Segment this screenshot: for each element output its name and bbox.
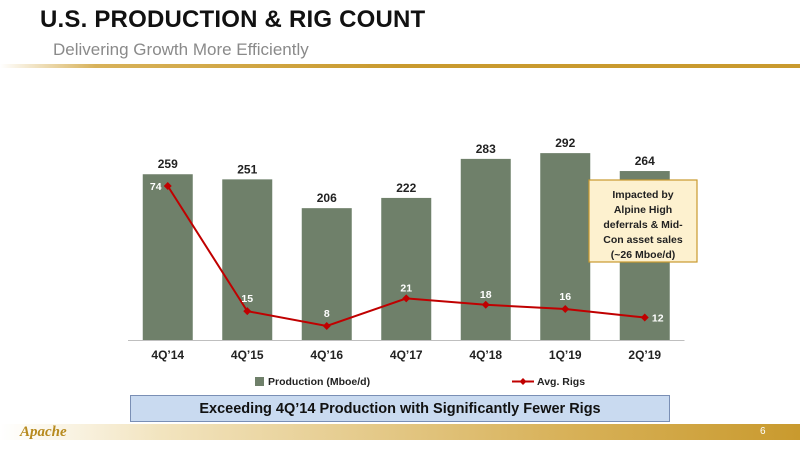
title-divider	[0, 64, 800, 68]
x-tick-label-0: 4Q’14	[151, 348, 184, 362]
rig-marker-1	[243, 307, 252, 316]
callout-box	[588, 179, 698, 263]
callout-text-line: Impacted by	[612, 189, 673, 201]
rig-value-label-4: 18	[480, 289, 492, 301]
bar-value-label-3: 222	[396, 181, 416, 195]
bar-value-label-2: 206	[317, 191, 337, 205]
bar-3	[381, 197, 432, 340]
apache-logo: Apache	[20, 424, 67, 440]
rig-marker-2	[322, 322, 331, 330]
legend-label-production: Production (Mboe/d)	[268, 376, 370, 388]
legend-swatch-production	[255, 377, 264, 386]
bar-value-label-1: 251	[237, 162, 257, 176]
page-title: U.S. PRODUCTION & RIG COUNT	[40, 6, 426, 33]
rig-marker-3	[402, 294, 411, 303]
rig-value-label-1: 15	[241, 293, 253, 305]
x-tick-label-4: 4Q’18	[469, 348, 502, 362]
x-tick-label-6: 2Q’19	[628, 348, 661, 362]
rig-marker-5	[561, 305, 570, 314]
bar-value-label-6: 264	[635, 154, 655, 168]
x-tick-label-2: 4Q’16	[310, 348, 343, 362]
x-tick-label-1: 4Q’15	[231, 348, 264, 362]
callout-text-line: deferrals & Mid-	[603, 219, 683, 231]
rig-value-label-6: 12	[652, 313, 664, 325]
x-tick-label-3: 4Q’17	[390, 348, 423, 362]
production-rig-chart: 259 251 206 222 283 292 264 4Q’14 4Q’15 4Q’16 4Q’1…	[128, 136, 698, 388]
bar-value-label-0: 259	[158, 157, 178, 171]
rig-value-label-5: 16	[559, 291, 571, 303]
legend-label-rigs: Avg. Rigs	[537, 376, 585, 388]
bar-2	[301, 208, 352, 340]
rig-marker-0	[163, 182, 172, 190]
callout-text-line: (~26 Mboe/d)	[611, 249, 675, 261]
rig-marker-4	[481, 300, 490, 309]
page-number: 6	[760, 426, 766, 437]
legend-marker-rigs	[519, 378, 527, 385]
rig-value-label-3: 21	[400, 282, 412, 294]
summary-banner: Exceeding 4Q’14 Production with Signific…	[130, 395, 670, 422]
callout-text-line: Alpine High	[614, 204, 672, 216]
rig-value-label-2: 8	[324, 308, 330, 320]
bar-1	[222, 179, 273, 340]
bar-value-label-5: 292	[555, 136, 575, 150]
page-subtitle: Delivering Growth More Efficiently	[53, 40, 309, 59]
bar-value-label-4: 283	[476, 142, 496, 156]
bar-4	[460, 158, 511, 340]
x-tick-label-5: 1Q’19	[549, 348, 582, 362]
bar-0	[142, 174, 193, 340]
rig-value-label-0: 74	[150, 181, 162, 193]
callout-text-line: Con asset sales	[603, 234, 683, 246]
footer-bar	[0, 424, 800, 440]
rig-marker-6	[640, 313, 649, 322]
